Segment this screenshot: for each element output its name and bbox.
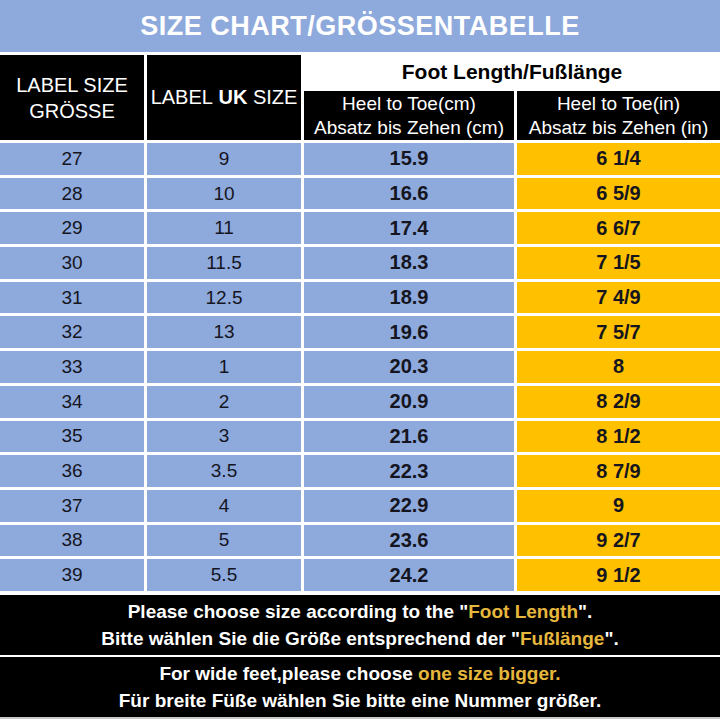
cell-label: 28 — [0, 178, 144, 210]
cell-cm: 22.3 — [304, 455, 514, 487]
note-foot-length: Please choose size according to the "Foo… — [0, 595, 720, 655]
cell-uk: 12.5 — [147, 282, 301, 314]
cell-uk: 11.5 — [147, 247, 301, 279]
cell-cm: 22.9 — [304, 490, 514, 522]
cell-in: 9 — [517, 490, 720, 522]
cell-label: 36 — [0, 455, 144, 487]
cell-uk: 10 — [147, 178, 301, 210]
cell-label: 37 — [0, 490, 144, 522]
cell-label: 29 — [0, 212, 144, 244]
header-foot-length-text: Foot Length/Fußlänge — [402, 60, 622, 84]
cell-cm: 16.6 — [304, 178, 514, 210]
cell-label: 30 — [0, 247, 144, 279]
cell-cm: 18.9 — [304, 282, 514, 314]
size-chart-page: SIZE CHART/GRÖSSENTABELLE LABEL SIZE GRÖ… — [0, 0, 720, 719]
cell-cm: 23.6 — [304, 525, 514, 557]
cell-in: 8 — [517, 351, 720, 383]
header-label-size: LABEL SIZE GRÖSSE — [0, 55, 144, 140]
cell-cm: 20.9 — [304, 386, 514, 418]
cell-label: 39 — [0, 559, 144, 591]
cell-uk: 5.5 — [147, 559, 301, 591]
cell-in: 9 2/7 — [517, 525, 720, 557]
cell-in: 6 1/4 — [517, 143, 720, 175]
header-in-line1: Heel to Toe(in) — [557, 92, 680, 116]
cell-uk: 11 — [147, 212, 301, 244]
cell-uk: 4 — [147, 490, 301, 522]
cell-uk: 5 — [147, 525, 301, 557]
cell-in: 6 5/9 — [517, 178, 720, 210]
header-uk-size-text: LABEL UK SIZE — [151, 86, 298, 109]
cell-in: 8 7/9 — [517, 455, 720, 487]
cell-label: 32 — [0, 316, 144, 348]
cell-label: 35 — [0, 421, 144, 453]
table-header: LABEL SIZE GRÖSSE LABEL UK SIZE Foot Len… — [0, 55, 720, 140]
cell-in: 8 1/2 — [517, 421, 720, 453]
cell-label: 34 — [0, 386, 144, 418]
cell-cm: 15.9 — [304, 143, 514, 175]
cell-uk: 13 — [147, 316, 301, 348]
header-cm-line1: Heel to Toe(cm) — [342, 92, 476, 116]
header-in-line2: Absatz bis Zehen (in) — [529, 116, 709, 140]
cell-cm: 19.6 — [304, 316, 514, 348]
cell-uk: 1 — [147, 351, 301, 383]
header-label-size-line2: GRÖSSE — [29, 98, 115, 124]
cell-label: 38 — [0, 525, 144, 557]
cell-uk: 2 — [147, 386, 301, 418]
header-heel-to-toe-cm: Heel to Toe(cm) Absatz bis Zehen (cm) — [304, 91, 514, 140]
cell-label: 33 — [0, 351, 144, 383]
cell-cm: 21.6 — [304, 421, 514, 453]
header-label-size-line1: LABEL SIZE — [16, 72, 128, 98]
note-foot-length-line2: Bitte wählen Sie die Größe entsprechend … — [101, 625, 618, 652]
cell-label: 27 — [0, 143, 144, 175]
header-foot-length: Foot Length/Fußlänge — [304, 55, 720, 88]
note-wide-feet-line2: Für breite Füße wählen Sie bitte eine Nu… — [119, 687, 602, 714]
note-wide-feet-line1: For wide feet,please choose one size big… — [159, 660, 560, 687]
cell-in: 7 4/9 — [517, 282, 720, 314]
cell-cm: 24.2 — [304, 559, 514, 591]
title-bar: SIZE CHART/GRÖSSENTABELLE — [0, 0, 720, 52]
header-cm-line2: Absatz bis Zehen (cm) — [314, 116, 504, 140]
note-foot-length-line1: Please choose size according to the "Foo… — [128, 598, 593, 625]
cell-uk: 3.5 — [147, 455, 301, 487]
cell-cm: 20.3 — [304, 351, 514, 383]
cell-in: 7 1/5 — [517, 247, 720, 279]
header-uk-size: LABEL UK SIZE — [147, 55, 301, 140]
cell-cm: 17.4 — [304, 212, 514, 244]
cell-label: 31 — [0, 282, 144, 314]
cell-in: 9 1/2 — [517, 559, 720, 591]
cell-in: 7 5/7 — [517, 316, 720, 348]
header-heel-to-toe-in: Heel to Toe(in) Absatz bis Zehen (in) — [517, 91, 720, 140]
page-title: SIZE CHART/GRÖSSENTABELLE — [140, 11, 580, 42]
size-table-rows: 27915.96 1/4281016.66 5/9291117.46 6/730… — [0, 143, 720, 591]
cell-in: 8 2/9 — [517, 386, 720, 418]
note-wide-feet: For wide feet,please choose one size big… — [0, 657, 720, 717]
cell-in: 6 6/7 — [517, 212, 720, 244]
cell-uk: 9 — [147, 143, 301, 175]
cell-cm: 18.3 — [304, 247, 514, 279]
cell-uk: 3 — [147, 421, 301, 453]
